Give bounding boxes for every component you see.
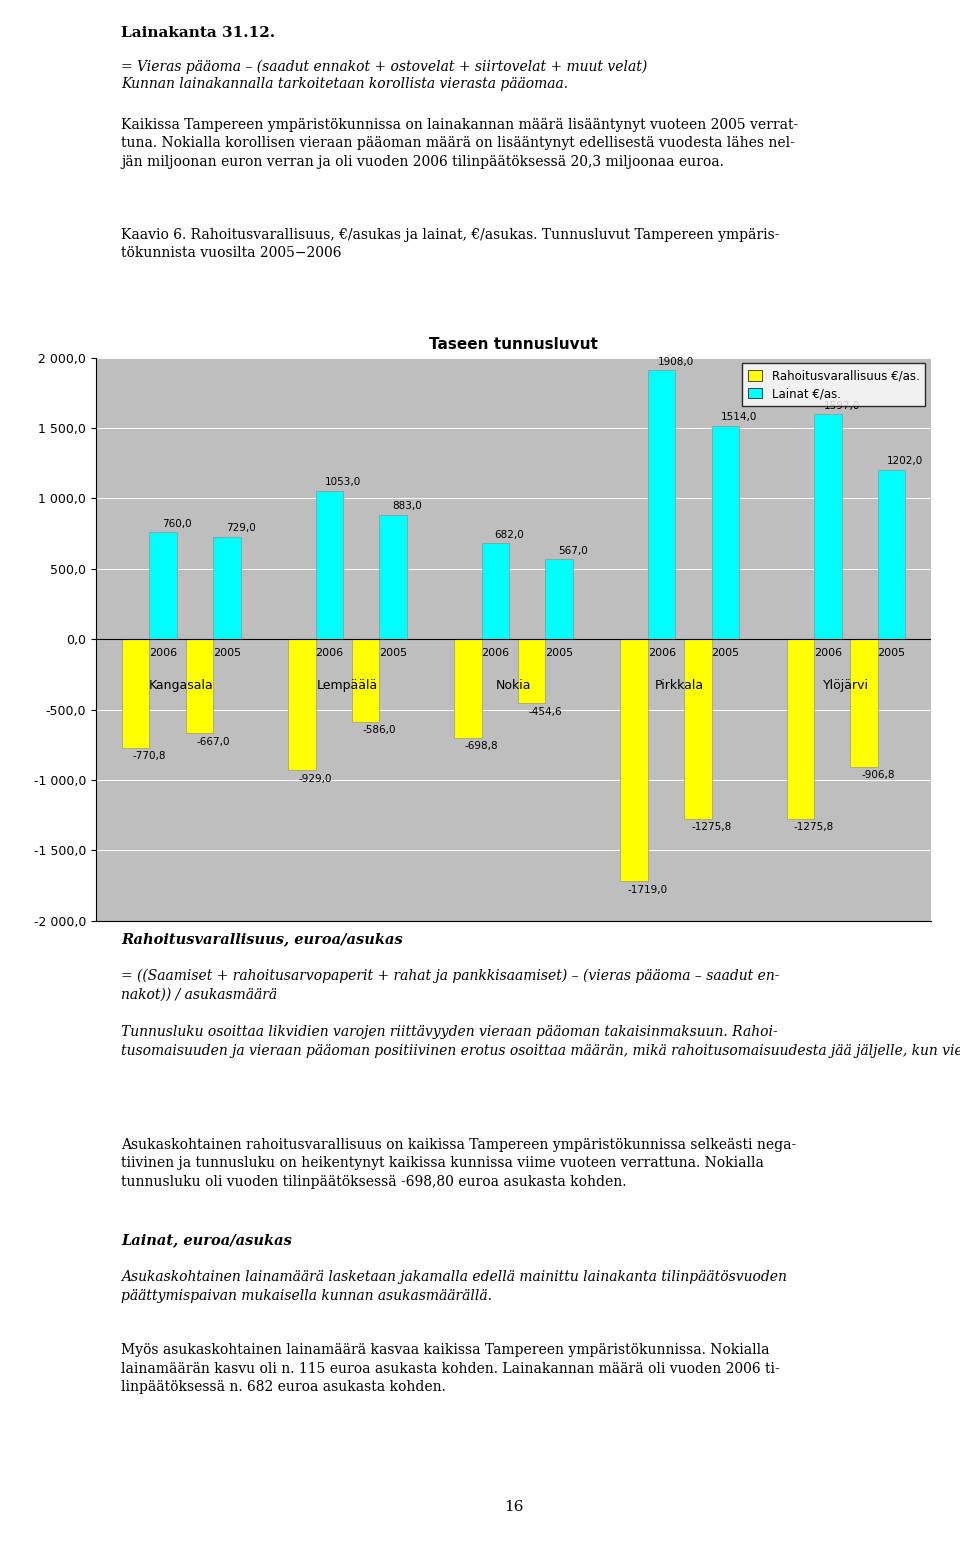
Text: -1275,8: -1275,8 [691, 822, 732, 833]
Bar [379, 514, 407, 640]
Text: 2005: 2005 [545, 649, 573, 658]
Text: 2005: 2005 [877, 649, 905, 658]
Bar [517, 640, 545, 703]
Text: 2005: 2005 [379, 649, 407, 658]
Bar [545, 559, 573, 640]
Text: Pirkkala: Pirkkala [656, 678, 705, 692]
Text: Kaavio 6. Rahoitusvarallisuus, €/asukas ja lainat, €/asukas. Tunnusluvut Tampere: Kaavio 6. Rahoitusvarallisuus, €/asukas … [121, 227, 780, 260]
Text: 760,0: 760,0 [162, 519, 192, 528]
Text: 883,0: 883,0 [392, 501, 421, 511]
Text: 729,0: 729,0 [226, 524, 255, 533]
Bar [786, 640, 814, 819]
Text: Nokia: Nokia [496, 678, 531, 692]
Bar [213, 536, 241, 640]
Bar [684, 640, 711, 819]
Text: -770,8: -770,8 [132, 751, 166, 762]
Bar [711, 426, 739, 640]
Text: 2006: 2006 [149, 649, 178, 658]
Bar [851, 640, 877, 766]
Bar [877, 470, 905, 640]
Text: = Vieras pääoma – (saadut ennakot + ostovelat + siirtovelat + muut velat)
Kunnan: = Vieras pääoma – (saadut ennakot + osto… [121, 60, 647, 91]
Text: 2006: 2006 [315, 649, 344, 658]
Text: -929,0: -929,0 [299, 774, 332, 783]
Text: -667,0: -667,0 [197, 737, 229, 746]
Text: Lempäälä: Lempäälä [317, 678, 378, 692]
Text: Asukaskohtainen rahoitusvarallisuus on kaikissa Tampereen ympäristökunnissa selk: Asukaskohtainen rahoitusvarallisuus on k… [121, 1137, 796, 1188]
Bar [150, 531, 177, 640]
Bar [288, 640, 316, 769]
Title: Taseen tunnusluvut: Taseen tunnusluvut [429, 337, 598, 352]
Text: 2006: 2006 [814, 649, 842, 658]
Bar [454, 640, 482, 737]
Text: 1597,0: 1597,0 [824, 400, 860, 411]
Text: 682,0: 682,0 [494, 530, 524, 539]
Text: -586,0: -586,0 [363, 725, 396, 735]
Text: 1908,0: 1908,0 [658, 357, 693, 368]
Text: Myös asukaskohtainen lainamäärä kasvaa kaikissa Tampereen ympäristökunnissa. Nok: Myös asukaskohtainen lainamäärä kasvaa k… [121, 1344, 780, 1394]
Text: = ((Saamiset + rahoitusarvopaperit + rahat ja pankkisaamiset) – (vieras pääoma –: = ((Saamiset + rahoitusarvopaperit + rah… [121, 969, 780, 1001]
Text: Kangasala: Kangasala [149, 678, 214, 692]
Text: -454,6: -454,6 [529, 706, 563, 717]
Text: Rahoitusvarallisuus, euroa/asukas: Rahoitusvarallisuus, euroa/asukas [121, 932, 403, 946]
Bar [316, 491, 343, 640]
Text: Lainakanta 31.12.: Lainakanta 31.12. [121, 26, 276, 40]
Bar [351, 640, 379, 722]
Bar [482, 544, 510, 640]
Text: 2005: 2005 [711, 649, 739, 658]
Legend: Rahoitusvarallisuus €/as., Lainat €/as.: Rahoitusvarallisuus €/as., Lainat €/as. [742, 363, 925, 406]
Text: Ylöjärvi: Ylöjärvi [823, 678, 869, 692]
Text: 16: 16 [504, 1500, 523, 1514]
Text: Lainat, euroa/asukas: Lainat, euroa/asukas [121, 1233, 292, 1247]
Bar [185, 640, 213, 734]
Bar [122, 640, 150, 748]
Text: -1275,8: -1275,8 [794, 822, 834, 833]
Text: -1719,0: -1719,0 [628, 885, 668, 895]
Text: Kaikissa Tampereen ympäristökunnissa on lainakannan määrä lisääntynyt vuoteen 20: Kaikissa Tampereen ympäristökunnissa on … [121, 117, 799, 168]
Text: 1202,0: 1202,0 [887, 456, 924, 467]
Text: 2006: 2006 [482, 649, 510, 658]
Text: 2006: 2006 [648, 649, 676, 658]
Bar [620, 640, 648, 881]
Text: 1514,0: 1514,0 [721, 413, 757, 422]
Text: Tunnusluku osoittaa likvidien varojen riittävyyden vieraan pääoman takaisinmaksu: Tunnusluku osoittaa likvidien varojen ri… [121, 1026, 960, 1057]
Text: 2005: 2005 [213, 649, 241, 658]
Text: 1053,0: 1053,0 [325, 477, 361, 487]
Text: Asukaskohtainen lainamäärä lasketaan jakamalla edellä mainittu lainakanta tilinp: Asukaskohtainen lainamäärä lasketaan jak… [121, 1270, 787, 1302]
Bar [814, 414, 842, 640]
Bar [648, 371, 676, 640]
Text: 567,0: 567,0 [558, 545, 588, 556]
Text: -698,8: -698,8 [465, 742, 498, 751]
Text: -906,8: -906,8 [861, 771, 895, 780]
